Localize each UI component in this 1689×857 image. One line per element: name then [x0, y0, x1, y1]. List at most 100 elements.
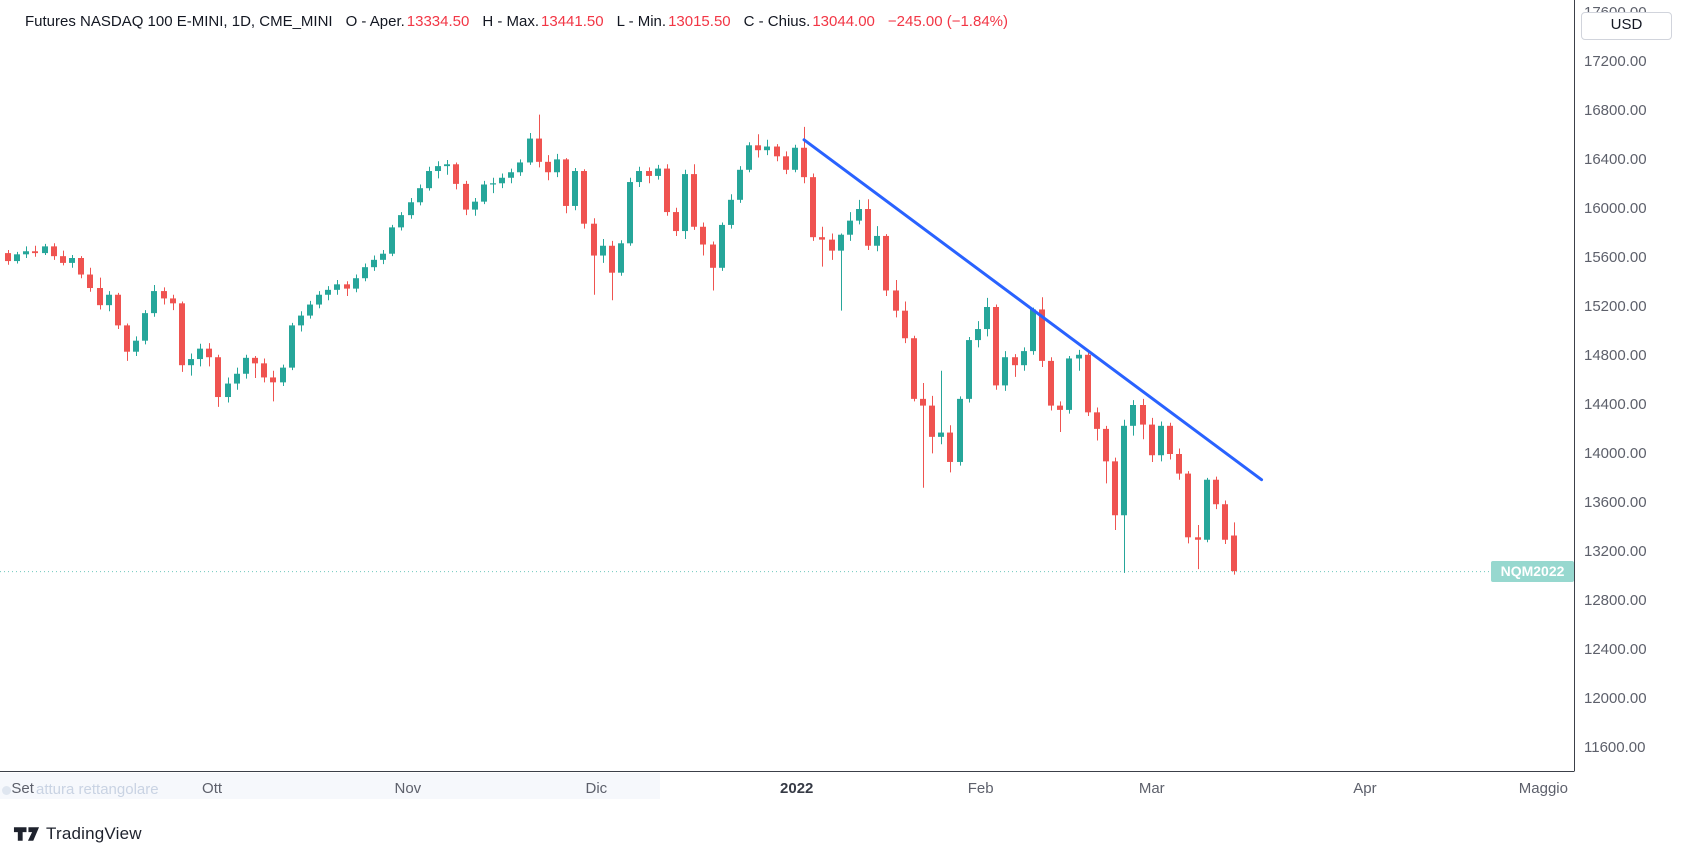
- candle-body: [993, 307, 999, 386]
- candle-body: [829, 239, 835, 251]
- tradingview-mark-icon: [13, 825, 40, 843]
- candle-body: [463, 183, 469, 210]
- candle-body: [838, 234, 844, 251]
- price-tick-label: 12000.00: [1584, 690, 1647, 707]
- tradingview-logo[interactable]: TradingView: [13, 824, 142, 844]
- candle-body: [161, 291, 167, 299]
- candle-body: [902, 310, 908, 339]
- candle-body: [1176, 454, 1182, 474]
- ohlc-item: C - Chius. 13044.00: [743, 13, 875, 30]
- candle-body: [819, 237, 825, 240]
- candle-body: [627, 182, 633, 244]
- currency-button[interactable]: USD: [1581, 12, 1672, 40]
- candle-body: [554, 159, 560, 173]
- candle-body: [975, 329, 981, 341]
- candle-body: [700, 226, 706, 245]
- candle-body: [170, 298, 176, 304]
- candle-body: [1076, 354, 1082, 359]
- candle-body: [874, 235, 880, 246]
- candle-body: [298, 315, 304, 326]
- candle-body: [1140, 405, 1146, 425]
- time-axis[interactable]: Set Ott Nov Dic 2022 Feb Mar Apr Maggio: [0, 772, 1689, 802]
- candle-body: [417, 188, 423, 203]
- price-tick-label: 16000.00: [1584, 200, 1647, 217]
- candle-body: [810, 177, 816, 238]
- candle-body: [1130, 405, 1136, 426]
- candle-body: [1002, 357, 1008, 386]
- candle-body: [508, 172, 514, 178]
- candle-body: [252, 357, 258, 364]
- candle-body: [1167, 425, 1173, 454]
- candle-body: [444, 164, 450, 167]
- candle-body: [408, 202, 414, 216]
- candle-body: [865, 209, 871, 246]
- time-axis-label: Nov: [394, 780, 422, 797]
- candle-body: [536, 138, 542, 162]
- candle-body: [398, 215, 404, 228]
- price-tick-label: 13600.00: [1584, 494, 1647, 511]
- price-tick-label: 16400.00: [1584, 151, 1647, 168]
- candle-body: [124, 325, 130, 352]
- candle-body: [435, 166, 441, 172]
- candle-body: [929, 405, 935, 437]
- price-tick-label: 14400.00: [1584, 396, 1647, 413]
- candle-body: [1231, 535, 1237, 572]
- candle-body: [225, 383, 231, 398]
- candle-body: [234, 373, 240, 384]
- time-axis-label: 2022: [780, 780, 814, 797]
- price-tick-label: 12400.00: [1584, 641, 1647, 658]
- candle-body: [270, 377, 276, 383]
- candle-body: [911, 338, 917, 399]
- price-axis[interactable]: 17600.0017200.0016800.0016400.0016000.00…: [1575, 0, 1689, 771]
- candle-body: [215, 357, 221, 398]
- candle-body: [261, 363, 267, 378]
- candle-body: [719, 224, 725, 268]
- candle-body: [664, 168, 670, 213]
- candle-body: [1048, 360, 1054, 406]
- trendline-drawing[interactable]: [802, 138, 1264, 482]
- candle-body: [206, 348, 212, 358]
- candle-body: [1121, 425, 1127, 516]
- candle-body: [755, 145, 761, 151]
- candle-body: [856, 209, 862, 221]
- candle-body: [481, 184, 487, 202]
- candle-body: [243, 357, 249, 374]
- candle-body: [984, 307, 990, 330]
- candle-body: [591, 223, 597, 256]
- candle-body: [23, 251, 29, 255]
- candle-body: [1213, 479, 1219, 505]
- symbol-title[interactable]: Futures NASDAQ 100 E-MINI, 1D, CME_MINI: [25, 13, 333, 30]
- time-axis-label: Ott: [202, 780, 223, 797]
- candle-body: [389, 227, 395, 254]
- tradingview-logo-text: TradingView: [46, 824, 142, 843]
- price-tick-label: 17200.00: [1584, 53, 1647, 70]
- candle-body: [563, 159, 569, 206]
- price-tick-label: 14800.00: [1584, 347, 1647, 364]
- chart-legend[interactable]: Futures NASDAQ 100 E-MINI, 1D, CME_MINI O…: [25, 13, 1008, 30]
- candle-body: [764, 146, 770, 151]
- candle-body: [1158, 425, 1164, 456]
- candle-body: [307, 304, 313, 316]
- candle-body: [966, 340, 972, 399]
- candle-body: [618, 243, 624, 273]
- candle-body: [289, 325, 295, 368]
- candle-body: [51, 246, 57, 257]
- candle-body: [774, 146, 780, 157]
- candle-body: [609, 245, 615, 273]
- candle-body: [78, 258, 84, 275]
- candle-body: [69, 258, 75, 263]
- candle-body: [325, 289, 331, 295]
- last-price-badge: NQM2022: [1491, 560, 1574, 582]
- candle-body: [1195, 537, 1201, 540]
- candle-body: [472, 201, 478, 210]
- time-axis-label: Set: [11, 780, 34, 797]
- candle-body: [938, 432, 944, 437]
- candle-body: [133, 340, 139, 352]
- candle-body: [14, 254, 20, 262]
- candle-body: [572, 171, 578, 206]
- candle-body: [545, 161, 551, 173]
- candle-body: [1185, 473, 1191, 538]
- candle-body: [362, 267, 368, 279]
- candle-body: [42, 246, 48, 254]
